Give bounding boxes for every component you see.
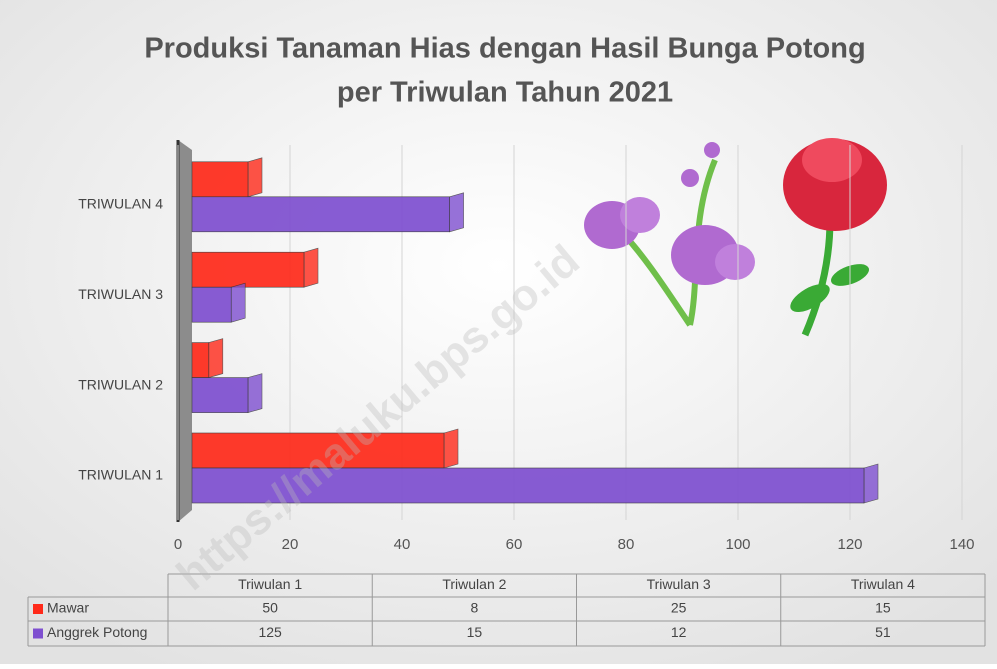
bar-face [191,377,249,413]
table-cell: 15 [875,600,891,616]
bar-side [208,338,224,378]
bar-face [191,286,232,323]
x-tick-label: 0 [174,536,182,553]
bar-face [191,196,450,233]
bar-side [443,428,459,469]
bar [191,157,263,198]
table-cell: 8 [470,600,478,616]
bar-side [449,192,464,233]
legend-swatch [33,604,43,614]
bar-side [230,282,246,323]
x-tick-label: 80 [618,536,635,553]
table-cell: 15 [467,624,483,640]
bar-side [247,157,263,198]
bar [191,428,459,469]
legend-label: Mawar [47,600,89,616]
table-cell: 25 [671,600,687,616]
bar-face [191,251,305,288]
bar [191,282,246,323]
bar-side [247,373,263,413]
x-tick-label: 100 [725,536,750,553]
bar [191,373,263,413]
table-cell: 51 [875,624,891,640]
table-cell: 50 [262,600,278,616]
legend-swatch [33,628,43,639]
bar [191,463,879,504]
y-tick-label: TRIWULAN 3 [78,286,163,302]
table-header: Triwulan 4 [851,576,915,592]
bar-side [863,463,879,504]
bar-face [191,432,445,469]
bar [191,192,464,233]
x-tick-label: 60 [506,536,523,553]
table-cell: 125 [258,624,282,640]
x-tick-label: 120 [837,536,862,553]
x-tick-label: 40 [394,536,411,553]
x-tick-label: 140 [949,536,974,553]
chart-subtitle: per Triwulan Tahun 2021 [337,77,673,109]
x-tick-label: 20 [282,536,299,553]
legend-label: Anggrek Potong [47,624,147,640]
bar-face [191,467,865,504]
chart-title: Produksi Tanaman Hias dengan Hasil Bunga… [144,33,865,65]
table-header: Triwulan 3 [647,576,711,592]
bar [191,338,224,378]
axis-wall [178,140,192,522]
orchid [584,142,755,327]
y-tick-label: TRIWULAN 2 [78,376,163,392]
bar [191,247,319,288]
y-tick-label: TRIWULAN 1 [78,467,163,483]
table-cell: 12 [671,624,687,640]
y-tick-label: TRIWULAN 4 [78,196,163,212]
rose [783,138,887,337]
bar-side [303,247,319,288]
bar-face [191,161,249,198]
table-header: Triwulan 1 [238,576,302,592]
bar-face [191,342,210,378]
table-header: Triwulan 2 [442,576,506,592]
